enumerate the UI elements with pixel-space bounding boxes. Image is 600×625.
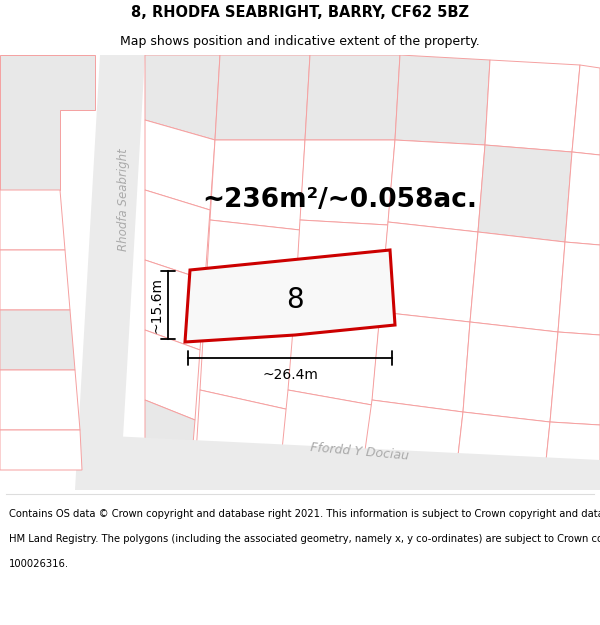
Polygon shape	[145, 55, 220, 140]
Polygon shape	[145, 120, 215, 210]
Polygon shape	[145, 260, 205, 350]
Polygon shape	[200, 305, 295, 410]
Polygon shape	[305, 55, 400, 140]
Text: Ffordd Y Dociau: Ffordd Y Dociau	[310, 441, 410, 462]
Polygon shape	[195, 390, 290, 480]
Polygon shape	[185, 250, 395, 342]
Text: ~15.6m: ~15.6m	[149, 277, 163, 333]
Polygon shape	[0, 370, 80, 430]
Text: Contains OS data © Crown copyright and database right 2021. This information is : Contains OS data © Crown copyright and d…	[9, 509, 600, 519]
Polygon shape	[80, 435, 600, 490]
Polygon shape	[0, 310, 75, 370]
Polygon shape	[0, 55, 95, 190]
Polygon shape	[543, 422, 600, 490]
Text: 8, RHODFA SEABRIGHT, BARRY, CF62 5BZ: 8, RHODFA SEABRIGHT, BARRY, CF62 5BZ	[131, 4, 469, 19]
Polygon shape	[0, 430, 82, 470]
Polygon shape	[463, 322, 558, 422]
Polygon shape	[362, 400, 463, 482]
Polygon shape	[470, 232, 565, 332]
Polygon shape	[300, 140, 395, 225]
Text: 100026316.: 100026316.	[9, 559, 69, 569]
Polygon shape	[288, 305, 380, 405]
Text: Map shows position and indicative extent of the property.: Map shows position and indicative extent…	[120, 35, 480, 48]
Polygon shape	[388, 140, 485, 232]
Polygon shape	[565, 152, 600, 245]
Polygon shape	[295, 220, 388, 315]
Polygon shape	[558, 242, 600, 335]
Polygon shape	[75, 55, 145, 490]
Polygon shape	[210, 140, 305, 230]
Polygon shape	[0, 190, 65, 250]
Polygon shape	[380, 222, 478, 322]
Polygon shape	[280, 390, 372, 480]
Polygon shape	[145, 190, 210, 280]
Polygon shape	[485, 60, 580, 152]
Text: Rhodfa Seabright: Rhodfa Seabright	[116, 149, 130, 251]
Polygon shape	[215, 55, 310, 140]
Polygon shape	[478, 145, 572, 242]
Polygon shape	[550, 332, 600, 425]
Text: ~236m²/~0.058ac.: ~236m²/~0.058ac.	[203, 187, 478, 213]
Polygon shape	[0, 250, 70, 310]
Polygon shape	[145, 330, 200, 420]
Text: ~26.4m: ~26.4m	[262, 368, 318, 382]
Polygon shape	[395, 55, 490, 145]
Polygon shape	[372, 312, 470, 412]
Text: HM Land Registry. The polygons (including the associated geometry, namely x, y c: HM Land Registry. The polygons (includin…	[9, 534, 600, 544]
Polygon shape	[572, 65, 600, 155]
Polygon shape	[145, 400, 195, 480]
Polygon shape	[455, 412, 550, 490]
Polygon shape	[205, 220, 300, 320]
Text: 8: 8	[286, 286, 304, 314]
